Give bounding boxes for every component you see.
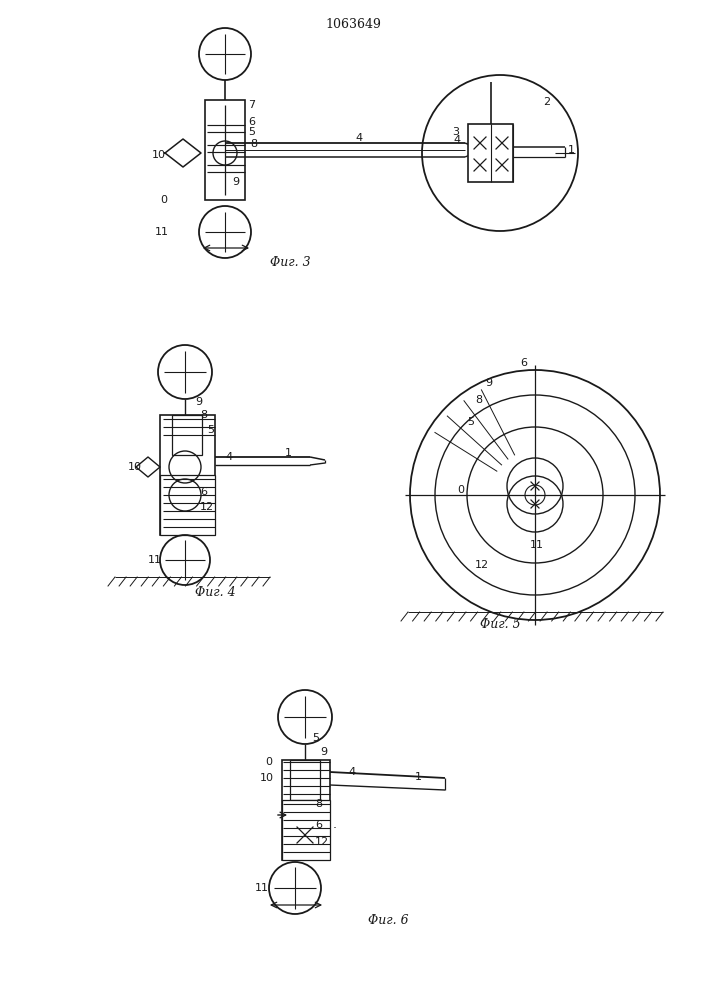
Text: Φиг. 5: Φиг. 5 bbox=[479, 617, 520, 631]
Text: Φиг. 6: Φиг. 6 bbox=[368, 914, 409, 926]
Text: Φиг. 3: Φиг. 3 bbox=[269, 255, 310, 268]
Text: 7: 7 bbox=[248, 100, 255, 110]
Text: 1: 1 bbox=[415, 772, 422, 782]
Bar bbox=[282, 800, 330, 860]
Bar bbox=[160, 475, 215, 535]
Bar bbox=[468, 124, 513, 182]
Text: 3: 3 bbox=[452, 127, 459, 137]
Text: 8: 8 bbox=[475, 395, 482, 405]
Text: 11: 11 bbox=[148, 555, 162, 565]
Text: 11: 11 bbox=[530, 540, 544, 550]
Text: 6: 6 bbox=[248, 117, 255, 127]
Text: 12: 12 bbox=[475, 560, 489, 570]
Text: 4: 4 bbox=[225, 452, 232, 462]
Text: 5: 5 bbox=[312, 733, 319, 743]
Bar bbox=[160, 415, 215, 535]
Text: 5: 5 bbox=[467, 417, 474, 427]
Text: 5: 5 bbox=[207, 425, 214, 435]
Text: 9: 9 bbox=[485, 378, 492, 388]
Text: 2: 2 bbox=[543, 97, 550, 107]
Text: 4: 4 bbox=[348, 767, 355, 777]
Text: 6: 6 bbox=[200, 487, 207, 497]
Bar bbox=[172, 415, 202, 455]
Text: 12: 12 bbox=[315, 837, 329, 847]
Text: 6: 6 bbox=[315, 820, 322, 830]
Text: 9: 9 bbox=[232, 177, 239, 187]
Text: 9: 9 bbox=[195, 397, 202, 407]
Text: 6: 6 bbox=[520, 358, 527, 368]
Text: 12: 12 bbox=[200, 502, 214, 512]
Bar bbox=[282, 760, 330, 860]
Bar bbox=[205, 100, 245, 200]
Text: 11: 11 bbox=[255, 883, 269, 893]
Text: 5: 5 bbox=[248, 127, 255, 137]
Text: 0: 0 bbox=[160, 195, 167, 205]
Text: 11: 11 bbox=[155, 227, 169, 237]
Text: 10: 10 bbox=[152, 150, 166, 160]
Text: 1: 1 bbox=[285, 448, 292, 458]
Text: 1063649: 1063649 bbox=[325, 17, 381, 30]
Text: 9: 9 bbox=[320, 747, 327, 757]
Text: 4: 4 bbox=[355, 133, 362, 143]
Text: Φиг. 4: Φиг. 4 bbox=[194, 585, 235, 598]
Text: 10: 10 bbox=[128, 462, 142, 472]
Text: 8: 8 bbox=[315, 799, 322, 809]
Text: 8: 8 bbox=[250, 139, 257, 149]
Text: .: . bbox=[333, 818, 337, 832]
Text: 0: 0 bbox=[457, 485, 464, 495]
Text: 8: 8 bbox=[200, 410, 207, 420]
Text: 0: 0 bbox=[265, 757, 272, 767]
Text: 10: 10 bbox=[260, 773, 274, 783]
Text: 1: 1 bbox=[568, 145, 575, 155]
Bar bbox=[290, 760, 320, 800]
Text: 4: 4 bbox=[453, 135, 460, 145]
